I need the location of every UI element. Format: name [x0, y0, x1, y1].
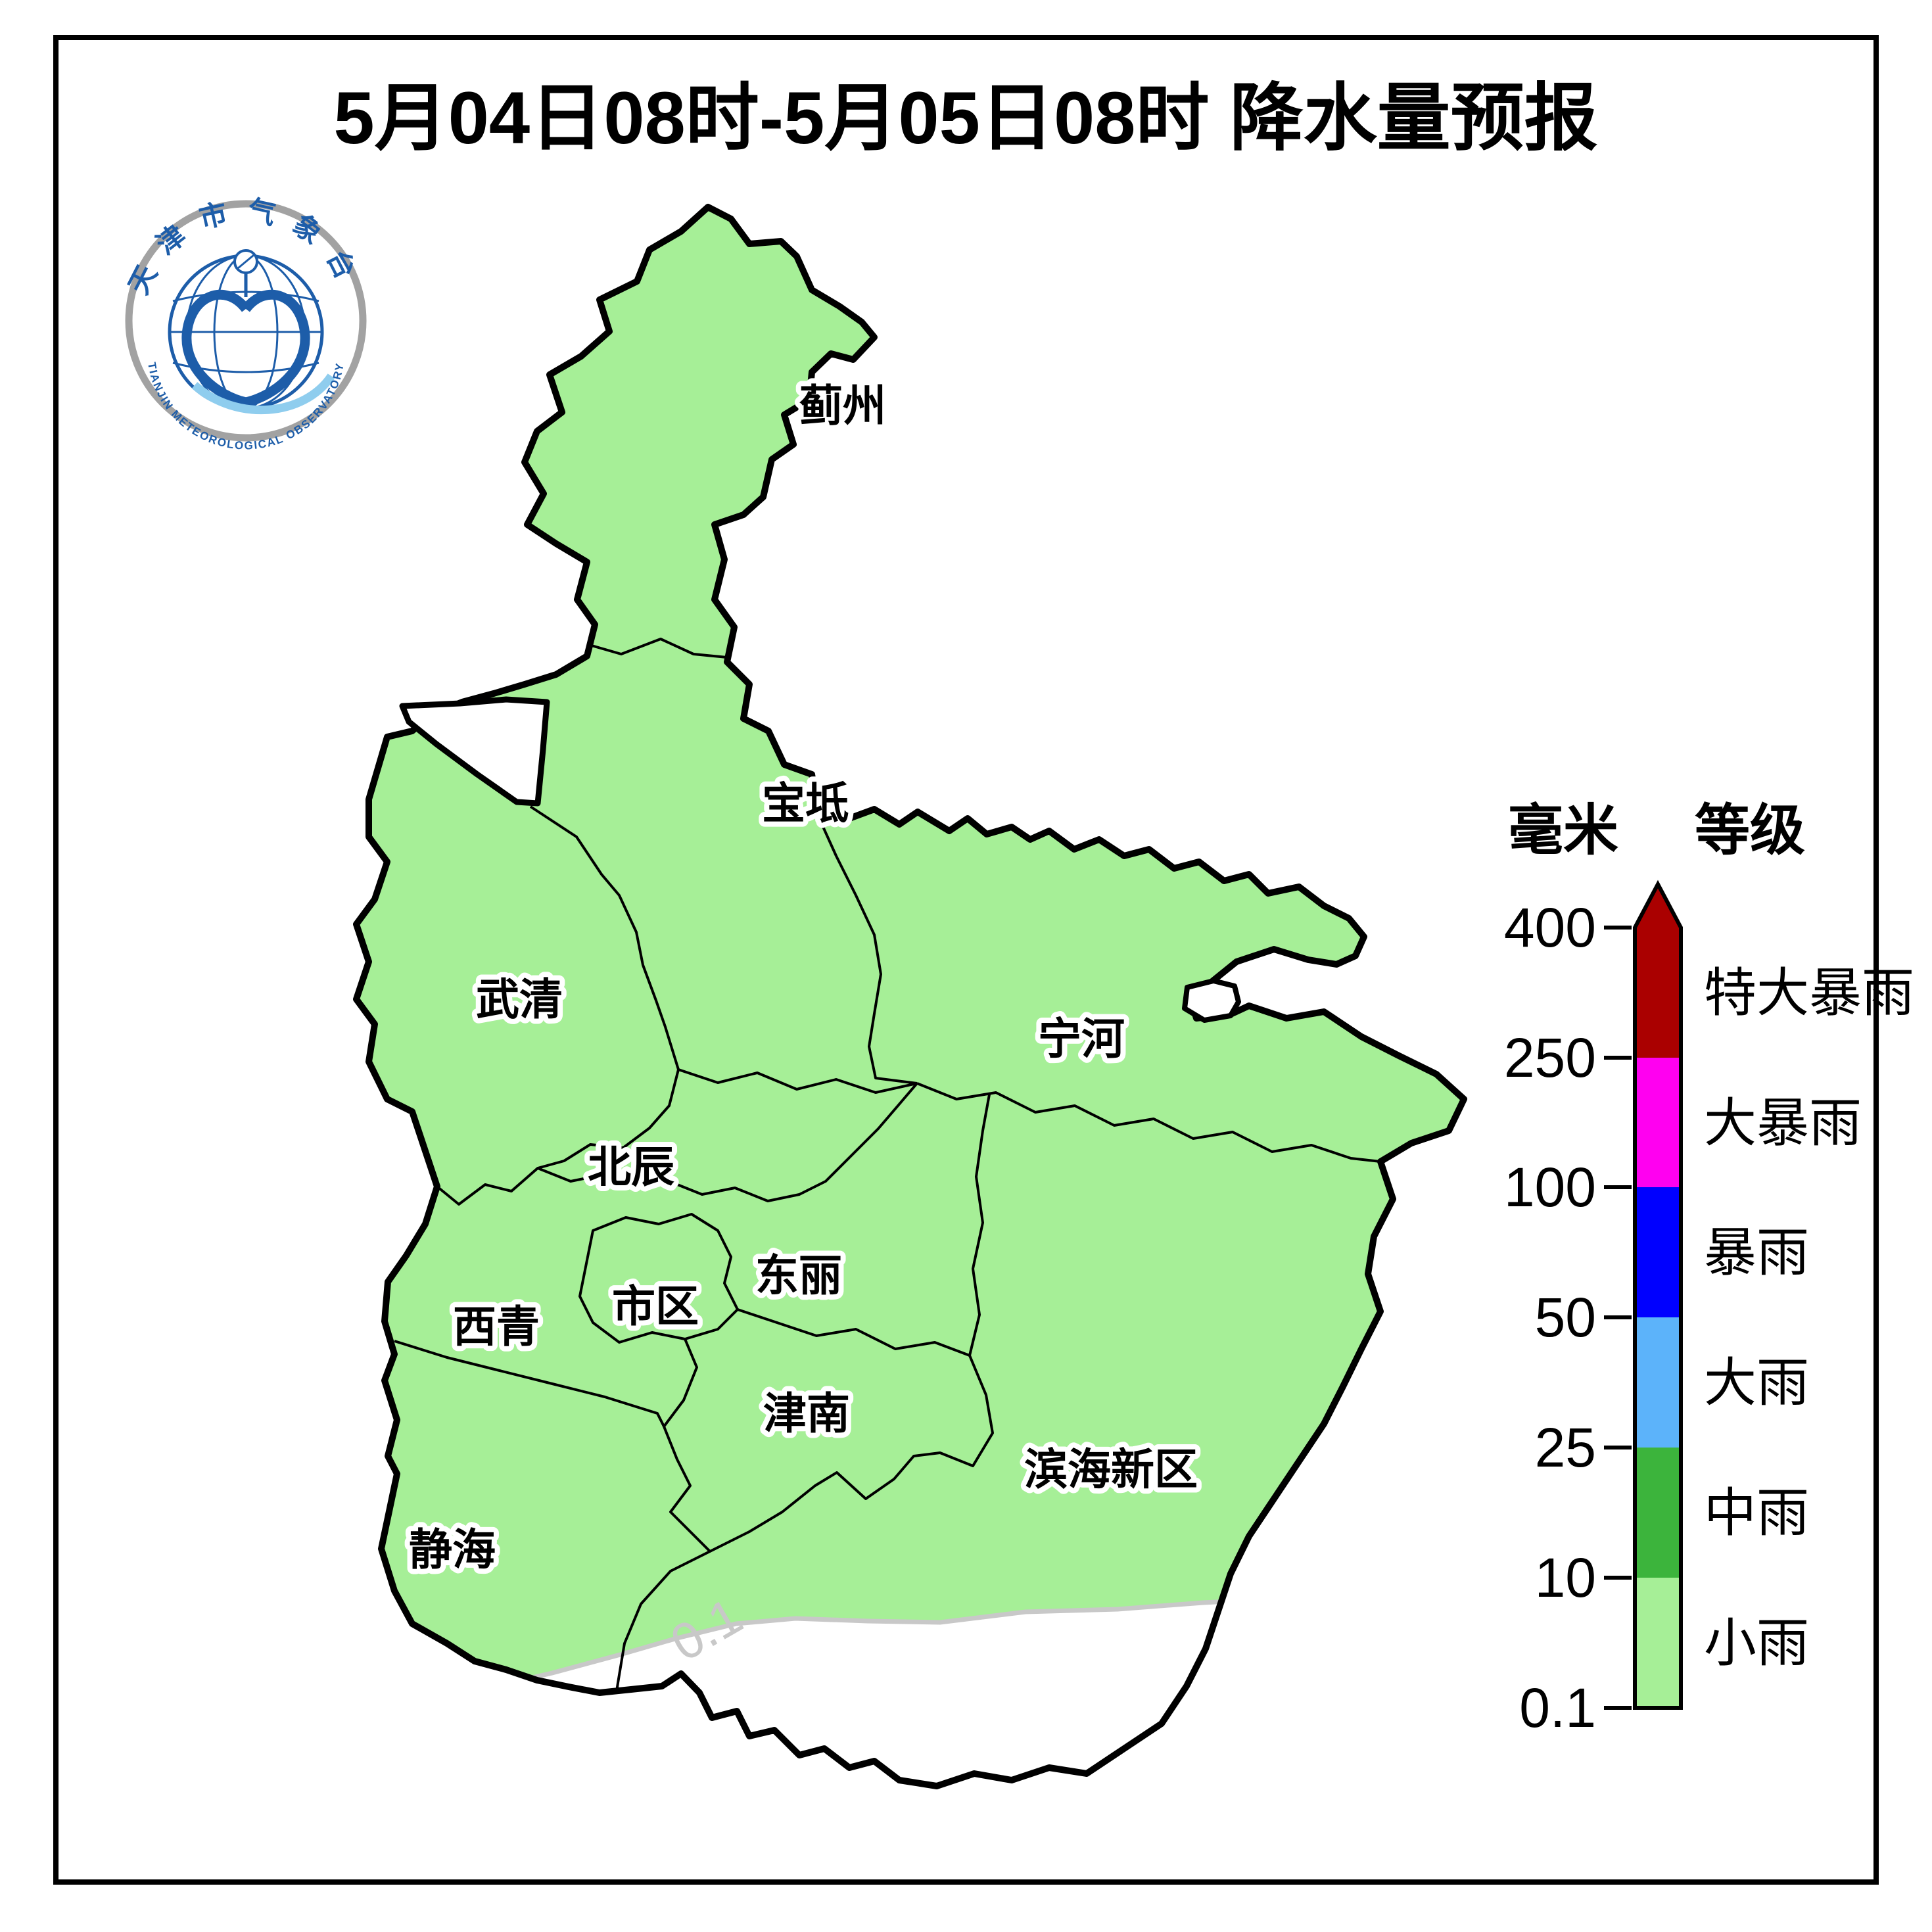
legend-category-heavy-rainstorm: 大暴雨: [1704, 1094, 1862, 1152]
hebei-enclave: [399, 696, 550, 807]
logo-heart-swoosh-icon: [181, 289, 335, 415]
tianjin-territory-fill: [356, 207, 1464, 1786]
legend-category-light-rain: 小雨: [1704, 1614, 1809, 1672]
district-label-jinnan: 津南: [763, 1389, 850, 1438]
legend-category-heavy-rain: 大雨: [1704, 1354, 1809, 1412]
tianjin-outer-boundary: [353, 204, 1467, 1789]
district-borders: [394, 638, 1381, 1718]
legend-tick-25: 25: [1535, 1417, 1596, 1478]
district-label-wuqing: 武清: [476, 975, 563, 1024]
legend-swatch-4: [1635, 1448, 1681, 1578]
legend-swatch-3: [1635, 1317, 1681, 1448]
legend-ticks: [1604, 926, 1632, 1710]
page-frame: [53, 35, 1879, 1885]
legend-tick-250: 250: [1504, 1027, 1596, 1089]
legend-swatch-1: [1635, 1058, 1681, 1187]
district-label-baodi: 宝坻: [762, 779, 849, 828]
district-label-shiqu: 市区: [612, 1282, 699, 1331]
district-label-binhai: 滨海新区: [1024, 1445, 1198, 1494]
legend-colorbar: [1633, 880, 1683, 1710]
legend-colorbar-outline: [1633, 880, 1683, 1710]
legend-swatch-2: [1635, 1187, 1681, 1317]
legend-tick-100: 100: [1504, 1156, 1596, 1218]
legend-category-rainstorm: 暴雨: [1704, 1223, 1809, 1282]
legend-swatch-0: [1635, 928, 1681, 1058]
tianjin-map: 0.1 蓟州 宝坻 武清 宁河 北辰 市区 东丽 西青 津南 滨海新区 静海: [353, 204, 1467, 1789]
legend-tick-10: 10: [1535, 1547, 1596, 1609]
district-label-jizhou: 蓟州: [799, 381, 886, 430]
page-title: 5月04日08时-5月05日08时 降水量预报: [333, 77, 1597, 159]
legend-swatch-5: [1635, 1578, 1681, 1708]
observatory-logo: 天津市气象台 TIANJIN METEOROLOGICAL OBSERVATOR…: [123, 194, 367, 452]
district-label-jinghai: 静海: [409, 1525, 496, 1574]
logo-satellite-dish-icon: [233, 249, 258, 297]
district-label-beichen: 北辰: [588, 1143, 674, 1191]
legend-unit-label: 毫米: [1508, 799, 1618, 861]
district-label-ninghe: 宁河: [1038, 1014, 1125, 1063]
district-label-dongli: 东丽: [755, 1251, 842, 1300]
legend: 毫米 等级 400 250 100 50 25: [1504, 799, 1914, 1739]
district-label-xiqing: 西青: [453, 1302, 540, 1351]
legend-category-moderate-rain: 中雨: [1704, 1484, 1809, 1542]
legend-tick-400: 400: [1504, 897, 1596, 958]
contour-line: [486, 1597, 1268, 1691]
legend-level-label: 等级: [1695, 799, 1805, 861]
legend-tick-0p1: 0.1: [1519, 1677, 1596, 1739]
legend-category-extreme-rainstorm: 特大暴雨: [1704, 964, 1914, 1022]
coastal-cove: [1182, 978, 1241, 1023]
legend-tick-50: 50: [1535, 1286, 1596, 1348]
legend-arrow-tip: [1635, 884, 1681, 928]
